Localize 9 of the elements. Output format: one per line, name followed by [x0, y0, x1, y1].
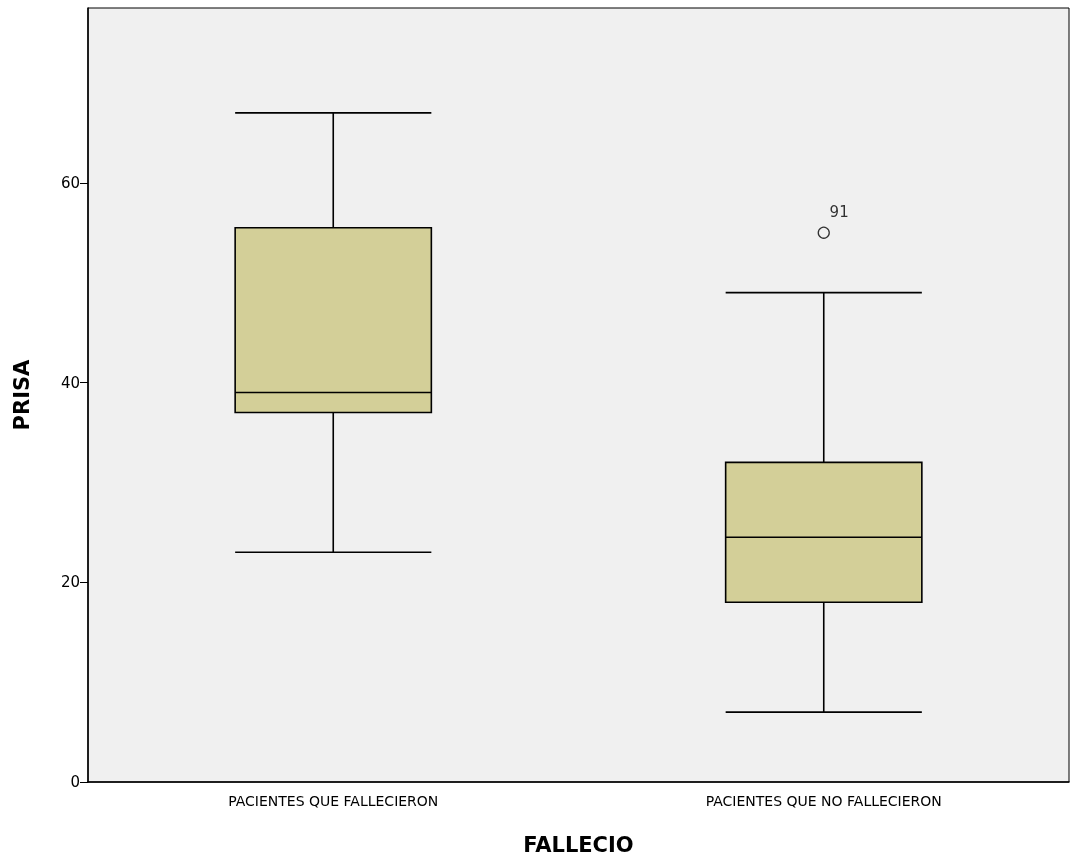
annotation: 91 [829, 203, 849, 222]
y-tick-label: 60 [60, 173, 80, 192]
x-tick-label: PACIENTES QUE FALLECIERON [228, 793, 439, 809]
y-axis-title: PRISA [9, 358, 34, 431]
x-axis-title: FALLECIO [523, 832, 634, 857]
x-tick-label: PACIENTES QUE NO FALLECIERON [705, 793, 942, 809]
y-tick-label: 40 [60, 373, 80, 392]
y-tick-label: 0 [70, 773, 80, 791]
y-tick-label: 20 [60, 573, 80, 592]
